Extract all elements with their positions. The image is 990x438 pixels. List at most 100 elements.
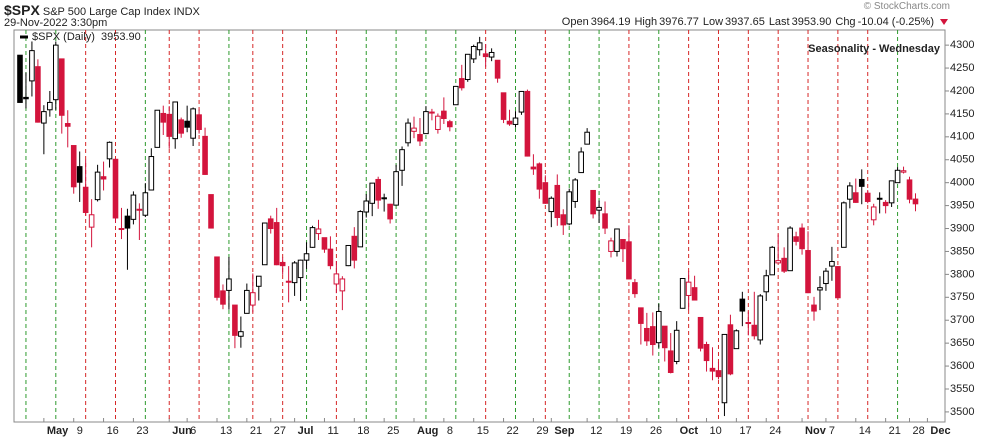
candle-body	[267, 218, 274, 230]
legend-value: 3953.90	[101, 31, 141, 43]
x-tick-label: 21	[889, 425, 901, 437]
candle-body	[888, 180, 895, 204]
quote-value: 3976.77	[659, 16, 699, 28]
candle-body	[602, 213, 608, 229]
candle-body	[136, 208, 143, 211]
chart-title: Seasonality - Wednesday	[808, 43, 941, 55]
candle-body	[632, 282, 638, 295]
candle-body	[494, 59, 501, 79]
candle-body	[727, 324, 734, 375]
candle-body	[793, 236, 799, 242]
y-tick-label: 4250	[950, 62, 974, 74]
candle-body	[363, 200, 370, 213]
y-tick-label: 3850	[950, 245, 974, 257]
candle-body	[697, 316, 704, 349]
candle-body	[315, 228, 322, 235]
candle-body	[554, 184, 561, 219]
candle-body	[94, 171, 101, 201]
candle-body	[226, 278, 232, 291]
x-tick-label: 27	[274, 425, 286, 437]
candle-body	[393, 171, 399, 206]
candle-body	[548, 197, 555, 213]
x-tick-label: 8	[447, 425, 453, 437]
x-tick-label: 6	[190, 425, 196, 437]
candle-body	[118, 228, 125, 231]
candle-body	[626, 241, 632, 280]
candle-body	[303, 253, 310, 261]
candle-body	[232, 304, 238, 336]
x-tick-label: 9	[77, 425, 83, 437]
candle-body	[596, 206, 602, 211]
candle-body	[100, 176, 107, 180]
candle-body	[399, 149, 405, 171]
candle-body	[655, 311, 662, 344]
candle-body	[58, 58, 65, 116]
candle-body	[423, 111, 429, 135]
candle-body	[518, 90, 525, 113]
candle-body	[530, 166, 537, 170]
candle-body	[327, 248, 334, 267]
candle-body	[244, 289, 250, 314]
candle-body	[685, 281, 692, 296]
candle-body	[255, 275, 262, 287]
candle-body	[476, 42, 483, 51]
candle-body	[667, 350, 674, 373]
candle-body	[590, 189, 596, 215]
y-tick-label: 3950	[950, 200, 974, 212]
candle-body	[703, 344, 710, 362]
candle-body	[441, 110, 447, 119]
candle-body	[578, 151, 584, 174]
x-tick-label: Sep	[554, 425, 574, 437]
candle-body	[250, 292, 256, 306]
candle-body	[29, 50, 35, 82]
candle-body	[691, 287, 698, 301]
candle-body	[566, 191, 573, 225]
candle-body	[864, 192, 871, 202]
candle-body	[870, 206, 877, 221]
candle-body	[763, 275, 770, 293]
y-tick-label: 4100	[950, 131, 974, 143]
y-tick-label: 3550	[950, 383, 974, 395]
y-tick-label: 4050	[950, 154, 974, 166]
x-tick-label: 22	[507, 425, 519, 437]
x-tick-label: 10	[710, 425, 722, 437]
x-tick-label: 29	[536, 425, 548, 437]
x-tick-label: Jun	[172, 425, 192, 437]
credit: © StockCharts.com	[863, 1, 950, 12]
x-tick-label: 13	[220, 425, 232, 437]
candle-body	[721, 333, 728, 404]
candle-body	[82, 186, 89, 213]
x-tick-label: 19	[620, 425, 632, 437]
candle-body	[369, 182, 376, 204]
candle-body	[23, 96, 29, 100]
x-tick-label: 16	[107, 425, 119, 437]
candle-body	[894, 169, 901, 184]
candle-body	[196, 114, 202, 130]
candle-body	[345, 244, 352, 267]
candle-body	[709, 367, 716, 372]
candle-body	[405, 122, 411, 144]
candle-body	[858, 178, 865, 187]
candle-body	[811, 304, 817, 312]
candle-body	[560, 214, 567, 226]
candle-body	[291, 262, 298, 284]
candle-body	[375, 178, 381, 201]
candle-body	[661, 325, 668, 349]
candle-body	[638, 307, 644, 324]
candle-body	[387, 203, 393, 220]
candle-body	[673, 329, 680, 362]
x-tick-label: 17	[739, 425, 751, 437]
candle-body	[470, 46, 477, 60]
candle-body	[542, 182, 549, 204]
candle-body	[841, 202, 847, 248]
candle-body	[452, 85, 459, 106]
candle-body	[64, 123, 71, 127]
candle-body	[608, 240, 614, 252]
candle-body	[41, 111, 47, 124]
candle-body	[321, 237, 328, 250]
y-tick-label: 4150	[950, 108, 974, 120]
quote-value: 3953.90	[791, 16, 832, 28]
x-tick-label: 28	[913, 425, 925, 437]
candle-body	[829, 261, 835, 267]
